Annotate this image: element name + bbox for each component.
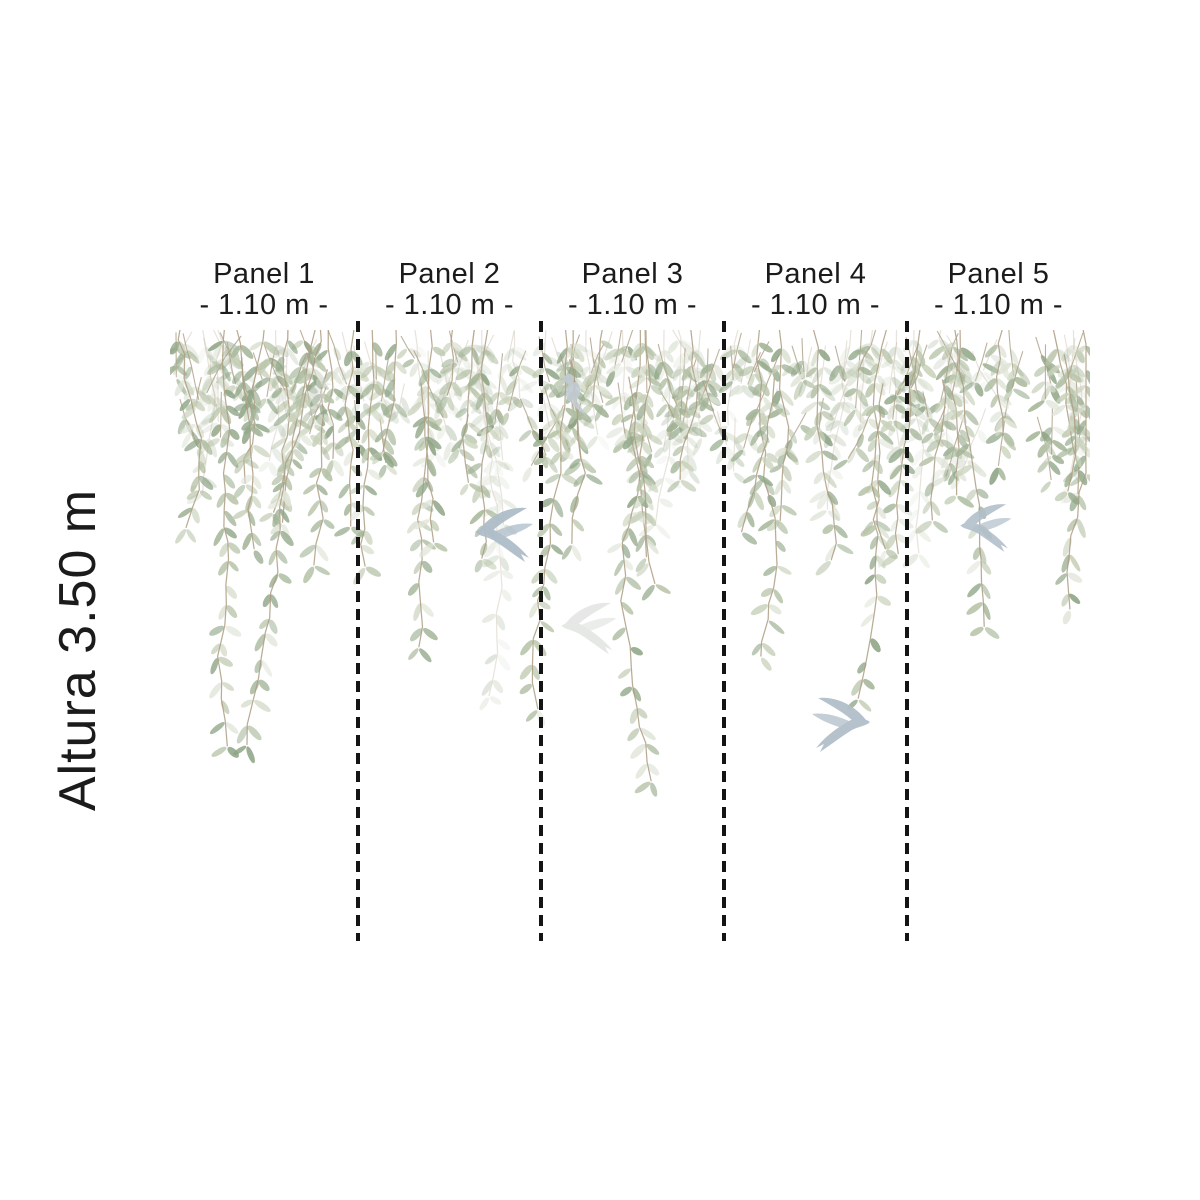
mural-artwork: [170, 330, 1090, 797]
bird-illustration: [475, 507, 533, 562]
panel-size-label: - 1.10 m -: [384, 289, 515, 321]
panel-label-2: Panel 2 - 1.10 m -: [385, 259, 514, 321]
panel-label-4: Panel 4 - 1.10 m -: [751, 259, 880, 321]
panel-name-label: Panel 1: [213, 258, 315, 290]
panel-label-3: Panel 3 - 1.10 m -: [568, 259, 697, 321]
panel-divider-dashed-line: [356, 321, 360, 941]
panel-size-label: - 1.10 m -: [933, 289, 1064, 321]
panel-size-label: - 1.10 m -: [567, 289, 698, 321]
panel-size-label: - 1.10 m -: [750, 289, 881, 321]
panel-label-5: Panel 5 - 1.10 m -: [934, 259, 1063, 321]
bird-illustration: [561, 602, 617, 655]
panel-name-label: Panel 5: [947, 258, 1050, 290]
bird-illustration: [812, 697, 870, 752]
panel-divider-dashed-line: [905, 321, 909, 941]
panel-size-label: - 1.10 m -: [199, 289, 329, 321]
panel-divider-dashed-line: [722, 321, 726, 941]
bird-illustration: [559, 374, 586, 416]
bird-illustration: [960, 504, 1012, 552]
height-label: Altura 3.50 m: [49, 488, 107, 812]
bird-illustration: [303, 377, 332, 422]
panel-name-label: Panel 4: [764, 258, 867, 290]
panel-divider-dashed-line: [539, 321, 543, 941]
panel-name-label: Panel 2: [398, 258, 501, 290]
panel-label-1: Panel 1 - 1.10 m -: [199, 259, 328, 321]
panel-name-label: Panel 3: [581, 258, 684, 290]
